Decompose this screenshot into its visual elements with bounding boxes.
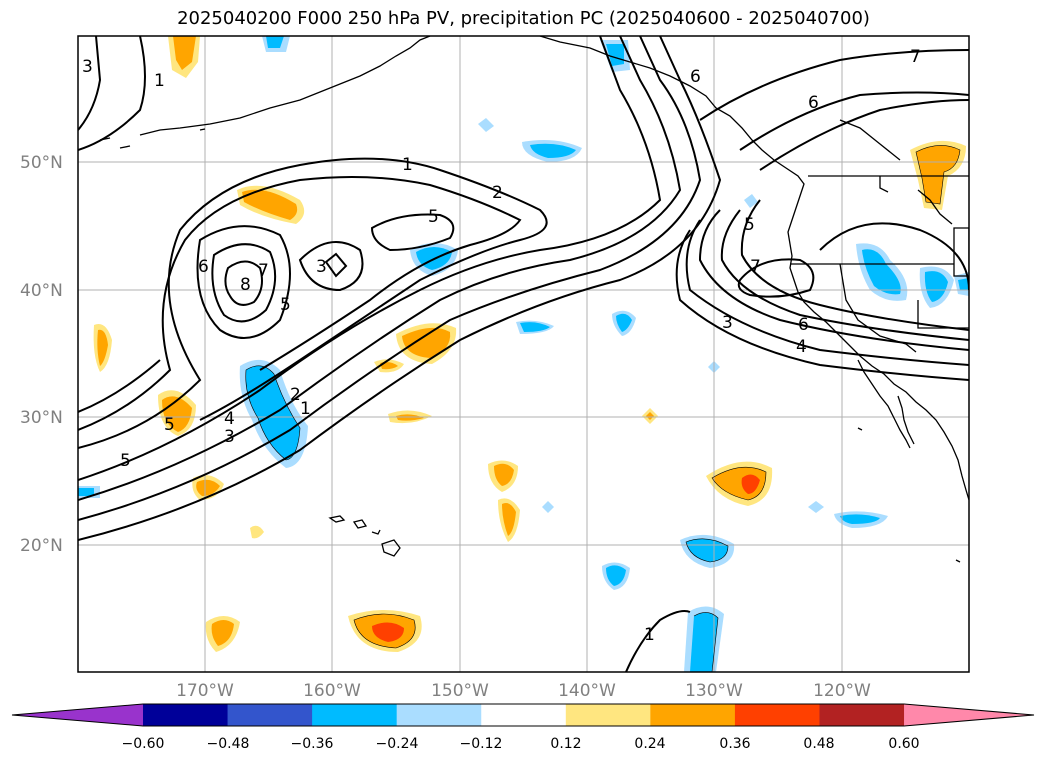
contour-label: 6 xyxy=(808,93,819,113)
colorbar-extend-low xyxy=(12,704,143,726)
contour-label: 8 xyxy=(240,275,251,295)
colorbar-segment xyxy=(143,704,229,726)
colorbar-tick-labels: −0.60 −0.48 −0.36 −0.24 −0.12 0.12 0.24 … xyxy=(122,736,920,752)
map-title: 2025040200 F000 250 hPa PV, precipitatio… xyxy=(177,8,870,29)
contour-label: 1 xyxy=(300,399,311,419)
contour-label: 6 xyxy=(690,67,701,87)
colorbar-segment xyxy=(312,704,398,726)
colorbar-segment xyxy=(227,704,313,726)
contour-label: 4 xyxy=(224,409,235,429)
contour-label: 3 xyxy=(82,57,93,77)
colorbar-tick: −0.36 xyxy=(291,736,334,752)
contour-label: 1 xyxy=(644,625,655,645)
lat-label: 20°N xyxy=(20,536,63,556)
lon-label: 160°W xyxy=(303,681,361,701)
colorbar-tick: −0.12 xyxy=(460,736,503,752)
lon-label: 120°W xyxy=(813,681,871,701)
lon-label: 170°W xyxy=(176,681,234,701)
colorbar-tick: −0.48 xyxy=(207,736,250,752)
colorbar-segment xyxy=(734,704,820,726)
map-frame xyxy=(77,35,970,673)
lat-label: 50°N xyxy=(20,153,63,173)
gridlines xyxy=(78,36,969,672)
colorbar-segment xyxy=(481,704,567,726)
colorbar xyxy=(11,703,1035,727)
contour-label: 6 xyxy=(198,257,209,277)
map-background xyxy=(78,36,969,672)
precip-shading xyxy=(78,36,969,672)
colorbar-tick: 0.48 xyxy=(803,736,834,752)
pv-contours xyxy=(78,36,969,672)
contour-labels: 3 1 7 6 6 5 1 2 5 6 7 8 5 3 5 7 3 6 4 2 … xyxy=(82,47,921,645)
contour-label: 2 xyxy=(492,183,503,203)
contour-label: 3 xyxy=(722,313,733,333)
contour-label: 1 xyxy=(154,71,165,91)
lon-label: 140°W xyxy=(558,681,616,701)
contour-label: 5 xyxy=(280,295,291,315)
contour-label: 5 xyxy=(164,415,175,435)
colorbar-tick: 0.36 xyxy=(719,736,750,752)
colorbar-tick: −0.60 xyxy=(122,736,165,752)
coastlines xyxy=(99,36,969,563)
contour-label: 7 xyxy=(910,47,921,67)
contour-label: 1 xyxy=(402,155,413,175)
contour-label: 6 xyxy=(798,315,809,335)
colorbar-extend-high xyxy=(904,704,1034,726)
colorbar-segment xyxy=(565,704,651,726)
colorbar-tick: 0.60 xyxy=(888,736,919,752)
contour-label: 2 xyxy=(290,385,301,405)
latitude-labels: 50°N 40°N 30°N 20°N xyxy=(20,153,63,556)
contour-label: 7 xyxy=(750,257,761,277)
colorbar-outline xyxy=(11,703,1035,727)
shading-outlines xyxy=(245,145,961,672)
contour-label: 5 xyxy=(120,451,131,471)
colorbar-tick: 0.12 xyxy=(550,736,581,752)
colorbar-tick: −0.24 xyxy=(376,736,419,752)
colorbar-segment xyxy=(819,704,905,726)
colorbar-segment xyxy=(396,704,482,726)
longitude-labels: 170°W 160°W 150°W 140°W 130°W 120°W xyxy=(176,681,871,701)
lat-label: 30°N xyxy=(20,408,63,428)
contour-label: 5 xyxy=(428,207,439,227)
lon-label: 130°W xyxy=(685,681,743,701)
contour-label: 5 xyxy=(744,215,755,235)
lat-label: 40°N xyxy=(20,281,63,301)
lon-label: 150°W xyxy=(431,681,489,701)
contour-label: 4 xyxy=(796,337,807,357)
contour-label: 7 xyxy=(258,261,269,281)
contour-label: 3 xyxy=(224,427,235,447)
colorbar-tick: 0.24 xyxy=(634,736,665,752)
colorbar-segment xyxy=(650,704,736,726)
contour-label: 3 xyxy=(316,257,327,277)
